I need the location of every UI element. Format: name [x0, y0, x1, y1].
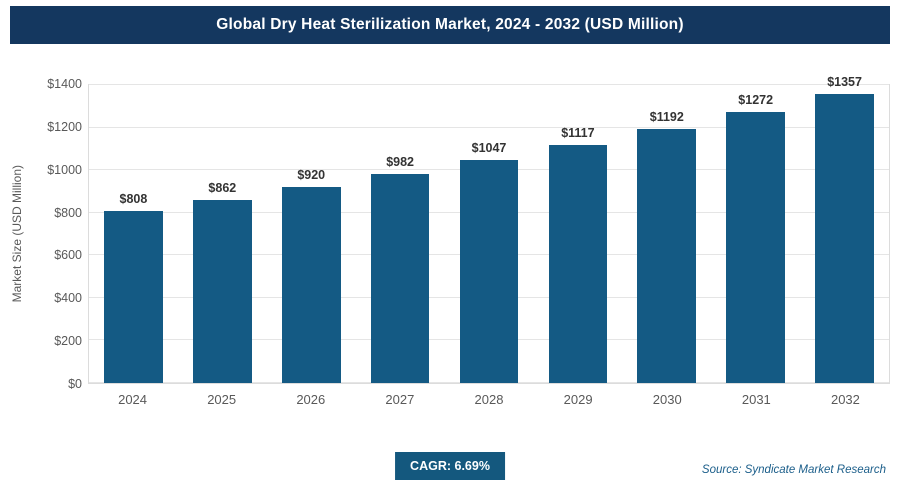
bar [815, 94, 874, 383]
bar [281, 187, 341, 383]
bar [637, 129, 697, 383]
y-tick-label: $800 [54, 205, 82, 220]
chart-title: Global Dry Heat Sterilization Market, 20… [10, 6, 890, 44]
y-axis-title-wrap: Market Size (USD Million) [6, 84, 28, 384]
bar-value-label: $1357 [827, 75, 862, 90]
bar-column: $1117 [533, 85, 622, 383]
bar [104, 211, 163, 383]
bar-value-label: $862 [208, 180, 237, 195]
y-tick-label: $1200 [47, 119, 82, 134]
source-text: Source: Syndicate Market Research [701, 464, 886, 476]
bar-value-label: $1047 [471, 141, 507, 156]
bar-column: $982 [356, 85, 445, 383]
bar [726, 112, 785, 383]
y-tick-label: $1000 [47, 162, 82, 177]
y-tick-label: $600 [54, 248, 82, 263]
bar-value-label: $808 [119, 192, 148, 207]
bar-value-label: $982 [386, 154, 415, 169]
bar [193, 199, 252, 383]
x-tick-label: 2028 [474, 392, 504, 407]
bar-column: $808 [89, 85, 178, 383]
x-tick-label: 2031 [741, 392, 771, 407]
gridline [89, 84, 889, 85]
cagr-badge: CAGR: 6.69% [395, 452, 505, 480]
plot-area: $808 $862 $920 $982 $1047 $1117 $1192 $1272 $135… [88, 75, 890, 384]
y-axis-ticks: $0 $200 $400 $600 $800 $1000 $1200 $1400 [30, 77, 82, 391]
x-tick-label: 2026 [296, 392, 326, 407]
bar-value-label: $1192 [649, 110, 684, 125]
x-tick-label: 2029 [563, 392, 593, 407]
x-tick-label: 2025 [207, 392, 237, 407]
x-tick-label: 2030 [652, 392, 682, 407]
bar-column: $1192 [622, 85, 711, 383]
bar-column: $862 [178, 85, 267, 383]
gridline [89, 126, 889, 128]
bar-column: $920 [267, 85, 356, 383]
bar [459, 160, 519, 383]
y-axis-title: Market Size (USD Million) [10, 165, 24, 303]
x-tick-label: 2027 [385, 392, 415, 407]
bar [548, 145, 608, 383]
y-tick-label: $400 [54, 291, 82, 306]
y-tick-label: $1400 [47, 77, 82, 91]
x-axis-ticks: 2024 2025 2026 2027 2028 2029 2030 2031 2032 [88, 392, 890, 412]
bar-value-label: $920 [297, 168, 326, 183]
bar-column: $1047 [445, 85, 534, 383]
bar-value-label: $1117 [561, 126, 595, 141]
bars-row: $808 $862 $920 $982 $1047 $1117 $1192 $1272 $135… [89, 75, 889, 383]
bar [370, 173, 430, 383]
bar-column: $1272 [711, 85, 800, 383]
x-tick-label: 2024 [118, 392, 148, 407]
bar-column: $1357 [800, 75, 889, 383]
x-tick-label: 2032 [830, 392, 860, 407]
bar-value-label: $1272 [738, 93, 774, 108]
y-tick-label: $0 [68, 377, 82, 391]
y-tick-label: $200 [54, 334, 82, 349]
